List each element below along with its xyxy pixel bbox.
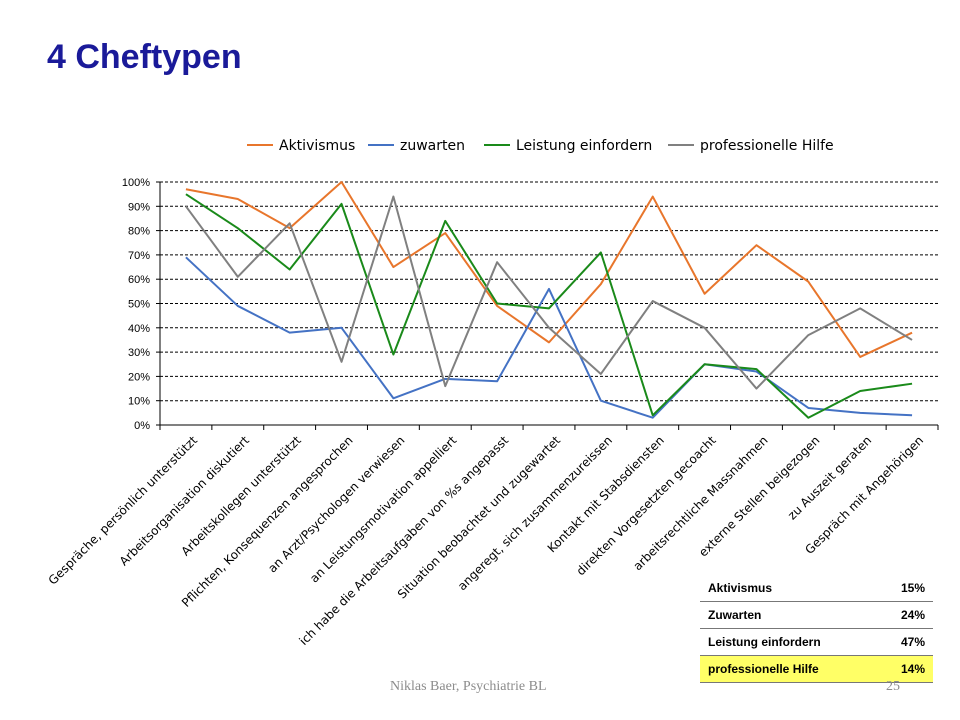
y-tick-label: 0% [134,420,150,432]
y-tick-label: 30% [128,347,150,359]
slide-title: 4 Cheftypen [47,38,242,76]
legend-label: Leistung einfordern [516,138,652,154]
summary-value: 47% [877,628,933,656]
summary-row: Leistung einfordern 47% [700,628,933,656]
legend-label: professionelle Hilfe [700,138,834,154]
y-tick-label: 100% [122,177,150,189]
summary-row: professionelle Hilfe 14% [700,655,933,683]
y-tick-label: 70% [128,250,150,262]
page-number: 25 [886,679,900,694]
y-tick-label: 60% [128,274,150,286]
footer-text: Niklas Baer, Psychiatrie BL [390,679,547,694]
y-tick-label: 10% [128,396,150,408]
summary-value: 14% [877,655,933,683]
series-line-3 [185,195,913,390]
y-tick-label: 80% [128,226,150,238]
series-line-2 [185,193,913,419]
summary-table: Aktivismus 15% Zuwarten 24% Leistung einford… [700,575,933,683]
summary-row: Zuwarten 24% [700,601,933,629]
summary-row: Aktivismus 15% [700,575,933,602]
summary-label: Leistung einfordern [700,628,878,656]
y-tick-label: 20% [128,371,150,383]
summary-label: Zuwarten [700,601,878,629]
summary-label: professionelle Hilfe [700,655,878,683]
legend-label: Aktivismus [279,138,355,154]
y-tick-label: 90% [128,201,150,213]
series-line-1 [185,256,913,419]
summary-value: 15% [877,575,933,602]
series-line-0 [185,181,913,358]
legend-label: zuwarten [400,138,465,154]
summary-value: 24% [877,601,933,629]
y-tick-label: 50% [128,299,150,311]
summary-label: Aktivismus [700,575,878,602]
y-tick-label: 40% [128,323,150,335]
